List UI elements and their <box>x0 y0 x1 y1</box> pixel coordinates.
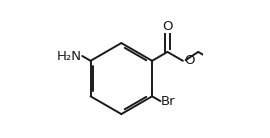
Text: O: O <box>162 20 173 34</box>
Text: Br: Br <box>161 95 176 108</box>
Text: O: O <box>184 54 194 67</box>
Text: H₂N: H₂N <box>57 50 82 63</box>
